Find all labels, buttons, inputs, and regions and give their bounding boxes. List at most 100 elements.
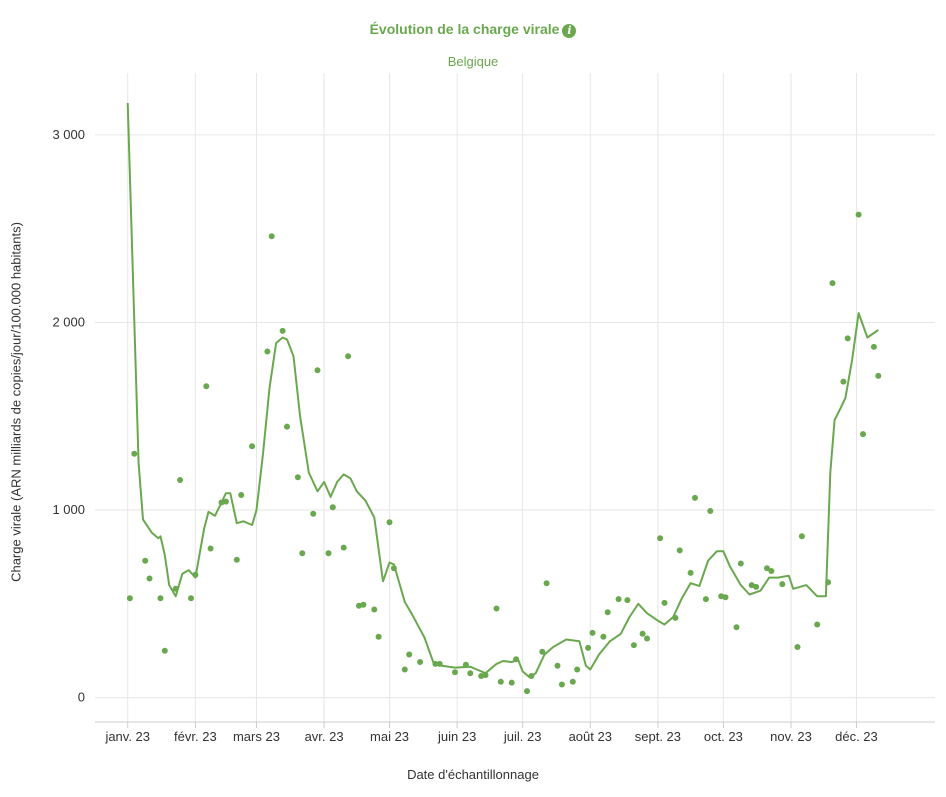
data-point[interactable] xyxy=(687,569,694,576)
data-point[interactable] xyxy=(855,211,862,218)
data-point[interactable] xyxy=(233,556,240,563)
data-point[interactable] xyxy=(436,660,443,667)
data-point[interactable] xyxy=(310,510,317,517)
y-tick-label: 1 000 xyxy=(52,502,85,517)
x-tick-label: juin 23 xyxy=(437,729,476,744)
data-point[interactable] xyxy=(161,647,168,654)
data-point[interactable] xyxy=(860,431,866,438)
scatter-series xyxy=(126,211,882,695)
data-point[interactable] xyxy=(360,601,367,608)
data-point[interactable] xyxy=(279,327,286,334)
data-point[interactable] xyxy=(146,575,153,582)
data-point[interactable] xyxy=(543,580,550,587)
data-point[interactable] xyxy=(126,595,133,602)
data-point[interactable] xyxy=(497,678,504,685)
data-point[interactable] xyxy=(604,609,611,616)
data-point[interactable] xyxy=(764,565,770,572)
data-point[interactable] xyxy=(829,280,836,287)
data-point[interactable] xyxy=(294,474,301,481)
data-point[interactable] xyxy=(131,450,138,457)
data-point[interactable] xyxy=(299,550,306,557)
chart-title: Évolution de la charge virale xyxy=(369,21,560,37)
data-point[interactable] xyxy=(249,443,256,450)
info-icon[interactable]: i xyxy=(562,24,577,38)
data-point[interactable] xyxy=(172,585,179,592)
data-point[interactable] xyxy=(558,681,565,688)
trend-line xyxy=(126,102,879,678)
data-point[interactable] xyxy=(462,661,469,668)
data-point[interactable] xyxy=(390,565,397,572)
data-point[interactable] xyxy=(692,494,698,501)
data-point[interactable] xyxy=(569,678,576,685)
data-point[interactable] xyxy=(644,635,650,642)
data-point[interactable] xyxy=(707,508,714,514)
data-point[interactable] xyxy=(467,670,474,677)
data-point[interactable] xyxy=(406,651,413,658)
data-point[interactable] xyxy=(870,343,877,350)
data-point[interactable] xyxy=(264,348,271,355)
data-point[interactable] xyxy=(794,644,801,650)
data-point[interactable] xyxy=(676,547,683,554)
data-point[interactable] xyxy=(493,605,500,612)
data-point[interactable] xyxy=(417,659,424,665)
data-point[interactable] xyxy=(722,594,729,601)
data-point[interactable] xyxy=(207,545,214,552)
data-point[interactable] xyxy=(432,660,439,667)
data-point[interactable] xyxy=(401,666,408,673)
data-point[interactable] xyxy=(661,599,668,606)
data-point[interactable] xyxy=(177,477,184,483)
data-point[interactable] xyxy=(375,633,382,640)
y-tick-label: 3 000 xyxy=(52,127,85,142)
chart-subtitle: Belgique xyxy=(447,54,499,69)
data-point[interactable] xyxy=(524,688,530,695)
data-point[interactable] xyxy=(840,378,847,385)
data-point[interactable] xyxy=(340,544,347,551)
data-point[interactable] xyxy=(371,606,378,613)
data-point[interactable] xyxy=(825,579,832,586)
data-point[interactable] xyxy=(284,423,290,430)
data-point[interactable] xyxy=(737,560,744,567)
data-point[interactable] xyxy=(672,614,679,621)
data-point[interactable] xyxy=(203,383,210,390)
data-point[interactable] xyxy=(314,367,321,374)
data-point[interactable] xyxy=(733,624,740,631)
data-point[interactable] xyxy=(325,550,332,557)
data-point[interactable] xyxy=(574,666,581,673)
data-point[interactable] xyxy=(875,372,882,379)
data-point[interactable] xyxy=(779,581,786,588)
data-point[interactable] xyxy=(513,656,520,663)
data-point[interactable] xyxy=(268,233,275,240)
data-point[interactable] xyxy=(192,571,199,578)
data-point[interactable] xyxy=(657,535,664,542)
x-tick-label: févr. 23 xyxy=(174,729,217,744)
data-point[interactable] xyxy=(329,504,336,511)
data-point[interactable] xyxy=(238,492,245,498)
data-point[interactable] xyxy=(798,533,805,540)
data-point[interactable] xyxy=(702,596,709,603)
data-point[interactable] xyxy=(482,672,489,679)
data-point[interactable] xyxy=(554,662,561,669)
x-tick-label: nov. 23 xyxy=(770,729,812,744)
data-point[interactable] xyxy=(753,583,760,590)
data-point[interactable] xyxy=(345,353,352,360)
data-point[interactable] xyxy=(157,595,164,602)
data-point[interactable] xyxy=(639,630,646,637)
data-point[interactable] xyxy=(528,673,535,679)
data-point[interactable] xyxy=(600,633,607,640)
y-tick-labels: 0 1 000 2 000 3 000 xyxy=(52,127,85,705)
data-point[interactable] xyxy=(585,644,592,651)
data-point[interactable] xyxy=(188,595,194,602)
data-point[interactable] xyxy=(814,621,821,628)
data-point[interactable] xyxy=(589,629,596,636)
data-point[interactable] xyxy=(142,557,149,564)
data-point[interactable] xyxy=(844,335,851,342)
data-point[interactable] xyxy=(452,669,458,676)
data-point[interactable] xyxy=(386,519,393,526)
data-point[interactable] xyxy=(624,597,631,604)
data-point[interactable] xyxy=(539,648,546,655)
data-point[interactable] xyxy=(222,498,229,505)
data-point[interactable] xyxy=(615,596,622,603)
data-point[interactable] xyxy=(630,642,637,649)
data-point[interactable] xyxy=(508,679,515,686)
data-point[interactable] xyxy=(768,568,775,574)
